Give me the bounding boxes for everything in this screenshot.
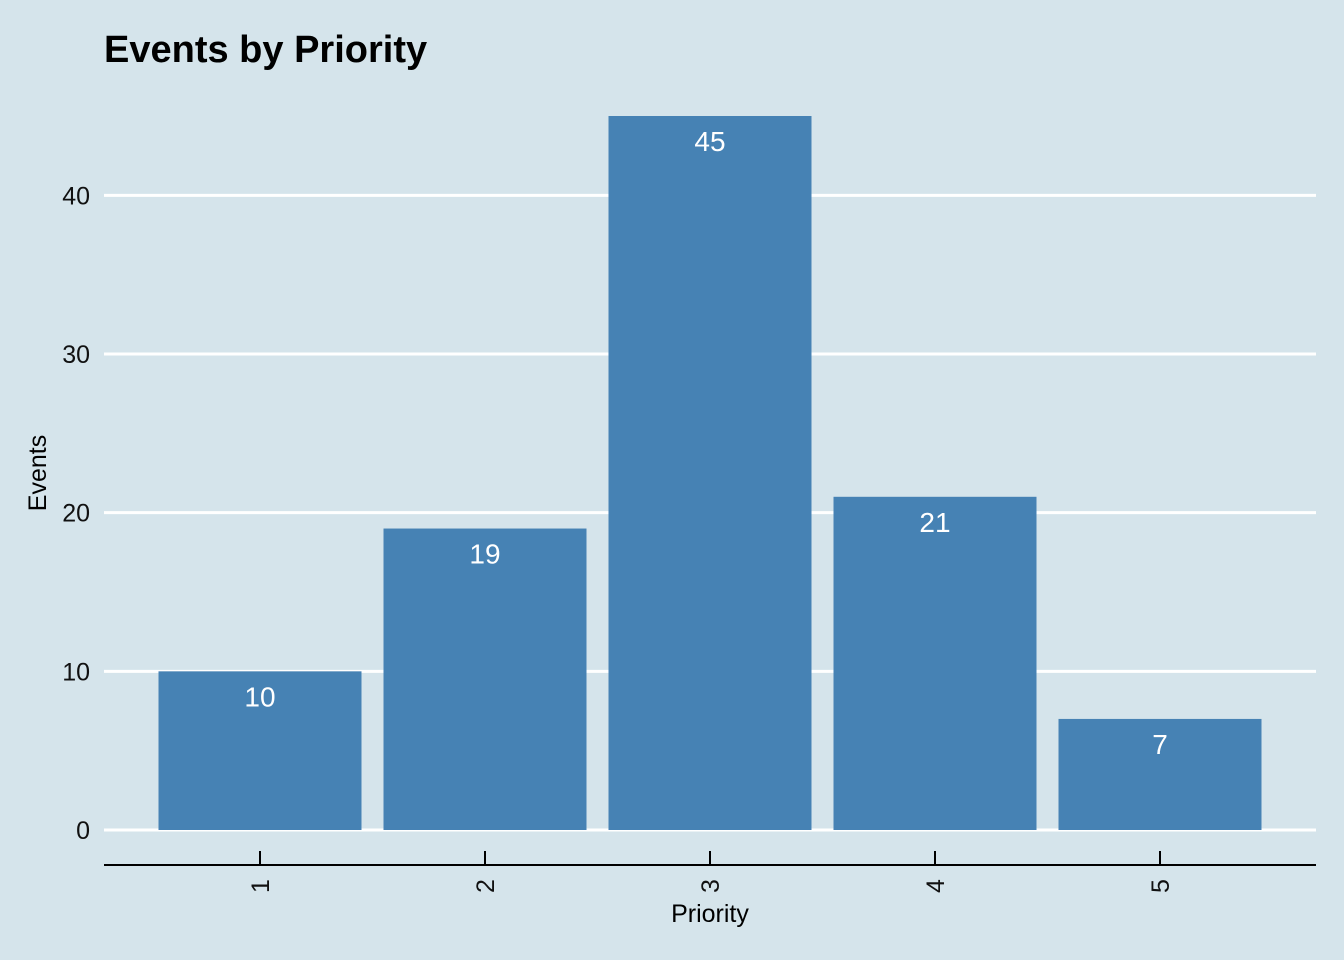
y-tick-label-30: 30: [62, 341, 90, 369]
x-tick-label-3: 3: [697, 879, 725, 893]
data-label-5: 7: [1152, 729, 1168, 760]
x-axis: 1 2 3 4 5: [104, 851, 1316, 893]
x-axis-label: Priority: [671, 900, 749, 928]
data-label-1: 10: [244, 681, 275, 712]
x-tick-label-5: 5: [1147, 879, 1175, 893]
bar-5: [1058, 718, 1262, 830]
x-tick-label-2: 2: [472, 879, 500, 893]
x-tick-label-4: 4: [922, 879, 950, 893]
data-label-3: 45: [694, 126, 725, 157]
data-label-2: 19: [469, 539, 500, 570]
bars: [158, 116, 1262, 830]
bar-3: [608, 116, 812, 830]
y-tick-label-40: 40: [62, 182, 90, 210]
y-axis-label: Events: [24, 435, 52, 511]
data-label-4: 21: [919, 507, 950, 538]
y-tick-label-0: 0: [76, 817, 90, 845]
bar-4: [833, 496, 1037, 830]
y-axis-ticks: 0 10 20 30 40: [62, 182, 90, 845]
y-tick-label-20: 20: [62, 500, 90, 528]
y-tick-label-10: 10: [62, 658, 90, 686]
x-tick-label-1: 1: [247, 879, 275, 893]
data-labels: 10 19 45 21 7: [244, 126, 1167, 760]
chart-title: Events by Priority: [104, 29, 427, 71]
bar-1: [158, 671, 362, 830]
bar-2: [383, 528, 587, 830]
